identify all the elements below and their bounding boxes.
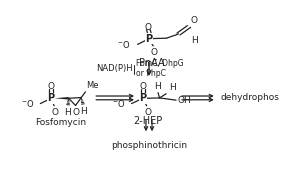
Polygon shape: [55, 97, 69, 100]
Text: FomC, DhpG
or PhpC: FomC, DhpG or PhpC: [136, 59, 184, 78]
Text: H: H: [191, 36, 198, 45]
Text: H: H: [154, 82, 160, 91]
Text: O: O: [72, 108, 79, 117]
Text: O: O: [139, 82, 147, 91]
Text: Fosfomycin: Fosfomycin: [35, 118, 86, 127]
Text: H: H: [64, 108, 71, 117]
Text: NAD(P)H: NAD(P)H: [96, 64, 132, 74]
Text: $^{-}$O: $^{-}$O: [117, 39, 130, 50]
Text: O: O: [144, 23, 151, 32]
Text: O: O: [190, 15, 197, 25]
Text: dehydrophos: dehydrophos: [220, 93, 279, 102]
Text: P: P: [139, 93, 147, 103]
Text: $^{-}$O: $^{-}$O: [112, 98, 126, 109]
Text: O: O: [151, 48, 158, 57]
Text: P: P: [145, 34, 153, 44]
Text: OH: OH: [177, 96, 191, 105]
Text: O: O: [144, 108, 151, 117]
Text: 2-HEP: 2-HEP: [133, 116, 163, 126]
Text: H: H: [80, 107, 87, 116]
Text: O: O: [51, 108, 59, 117]
Text: Me: Me: [86, 81, 99, 90]
Text: $^{-}$O: $^{-}$O: [21, 98, 35, 109]
Text: PnAA: PnAA: [139, 58, 165, 68]
Text: P: P: [48, 93, 55, 103]
Text: O: O: [48, 82, 55, 91]
Text: H: H: [169, 83, 176, 92]
Text: phosphinothricin: phosphinothricin: [111, 141, 187, 150]
